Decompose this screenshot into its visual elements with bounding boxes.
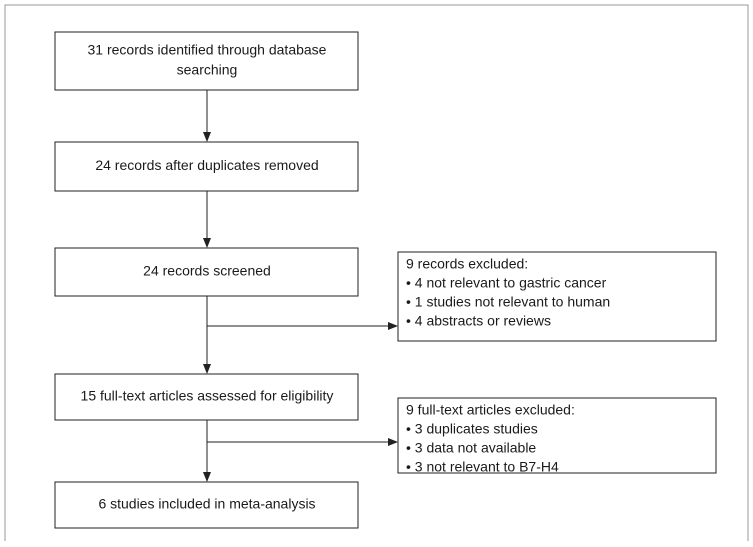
exclusion-label: • 4 not relevant to gastric cancer [406,275,607,291]
frame [4,4,749,541]
exclusion-label: • 1 studies not relevant to human [406,294,610,310]
arrows [203,90,398,482]
process-box [54,31,359,91]
boxes: 31 records identified through database se… [54,31,717,529]
box-label: 24 records screened [143,263,271,279]
box-label: 24 records after duplicates removed [95,157,318,173]
box-label: 15 full-text articles assessed for eligi… [81,388,334,404]
box-label: 6 studies included in meta-analysis [98,496,315,512]
exclusion-label: • 3 data not available [406,440,536,456]
process-box [54,141,359,192]
exclusion-label: 9 records excluded: [406,256,528,272]
exclusion-label: • 4 abstracts or reviews [406,313,551,329]
process-box [54,481,359,529]
exclusion-box [397,397,717,474]
exclusion-label: 9 full-text articles excluded: [406,402,575,418]
process-box [54,247,359,297]
process-box [54,373,359,421]
exclusion-label: • 3 duplicates studies [406,421,538,437]
box-label: searching [177,62,238,78]
box-label: 31 records identified through database [88,42,327,58]
exclusion-box [397,251,717,342]
exclusion-label: • 3 not relevant to B7-H4 [406,459,559,475]
